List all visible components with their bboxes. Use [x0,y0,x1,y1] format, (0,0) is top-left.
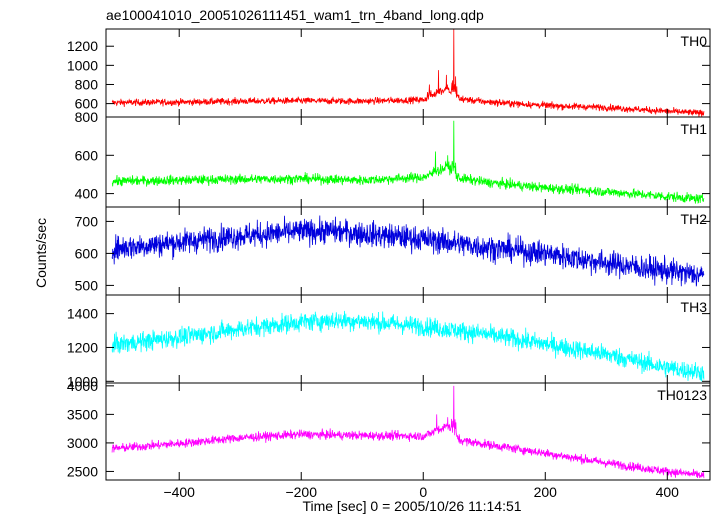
chart-title: ae100041010_20051026111451_wam1_trn_4ban… [106,7,484,23]
y-tick-label: 1200 [67,38,98,54]
panel-th3: 1000 1200 1400 TH3 [67,294,711,389]
y-tick-label: 500 [75,277,99,293]
x-tick-label: −200 [285,484,317,500]
x-tick-label: −400 [163,484,195,500]
x-tick-label: 400 [656,484,680,500]
panel-label-th0: TH0 [681,33,708,49]
series-th0-line [111,29,705,117]
y-tick-label: 4000 [67,378,98,394]
panel-frame [105,382,711,481]
series-th2-line [111,215,705,287]
x-axis-label: Time [sec] 0 = 2005/10/26 11:14:51 [302,498,521,514]
panel-label-th0123: TH0123 [657,387,707,403]
y-tick-label: 400 [75,186,99,202]
panel-label-th2: TH2 [681,211,708,227]
x-tick-label: 0 [419,484,427,500]
y-tick-label: 2500 [67,463,98,479]
panel-label-th3: TH3 [681,299,708,315]
panel-th2: 500 600 700 TH2 [75,206,711,296]
y-tick-label: 600 [75,147,99,163]
y-tick-label: 800 [75,76,99,92]
y-tick-label: 1000 [67,373,98,389]
panel-th1: 400 600 800 TH1 [75,109,711,208]
y-tick-label: 1400 [67,306,98,322]
panel-th0123: 2500 3000 3500 4000 TH0123 [67,378,711,481]
y-tick-label: 800 [75,109,99,125]
y-tick-label: 1200 [67,339,98,355]
series-th0123-line [111,385,705,479]
y-tick-label: 1000 [67,57,98,73]
y-tick-label: 3500 [67,406,98,422]
y-tick-label: 700 [75,213,99,229]
series-th3-line [111,310,705,382]
panel-label-th1: TH1 [681,121,708,137]
y-axis-label: Counts/sec [33,218,49,288]
panel-th0: 600 800 1000 1200 TH0 [67,28,711,118]
y-tick-label: 600 [75,96,99,112]
series-th1-line [111,120,705,204]
y-tick-label: 600 [75,245,99,261]
x-tick-label: 200 [534,484,558,500]
y-tick-label: 3000 [67,435,98,451]
